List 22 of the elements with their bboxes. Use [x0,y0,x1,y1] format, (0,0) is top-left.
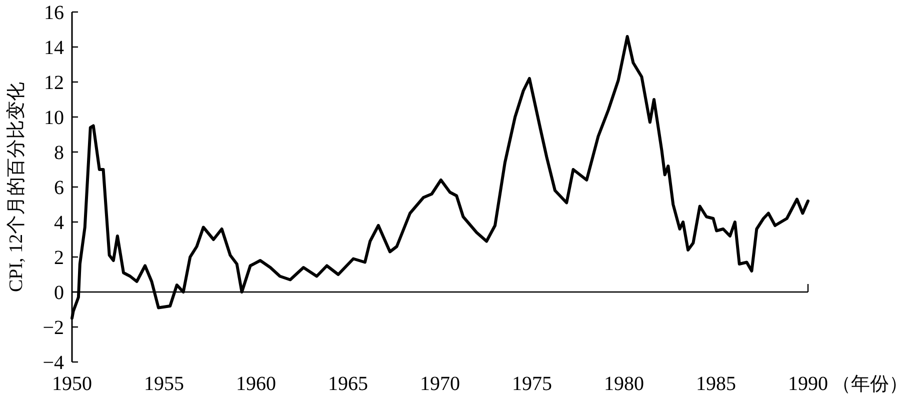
x-tick-label: 1955 [144,373,184,395]
y-tick-label: 12 [44,72,64,94]
y-tick-label: −4 [42,352,64,374]
x-tick-label: 1950 [52,373,92,395]
y-tick-label: 10 [44,107,64,129]
x-tick-label: 1990 [788,373,828,395]
y-tick-label: 14 [44,37,64,59]
x-tick-label: 1985 [696,373,736,395]
y-tick-label: 8 [54,142,64,164]
x-tick-label: 1970 [420,373,460,395]
x-tick-label: 1980 [604,373,644,395]
x-tick-label: 1965 [328,373,368,395]
y-tick-label: 4 [54,212,64,234]
y-tick-label: 2 [54,247,64,269]
y-tick-label: 6 [54,177,64,199]
y-axis-title: CPI, 12个月的百分比变化 [6,82,27,292]
x-axis-title: （年份） [832,374,908,395]
y-tick-label: −2 [42,317,64,339]
x-tick-label: 1960 [236,373,276,395]
y-tick-label: 0 [54,282,64,304]
x-tick-label: 1975 [512,373,552,395]
y-tick-label: 16 [44,2,64,24]
